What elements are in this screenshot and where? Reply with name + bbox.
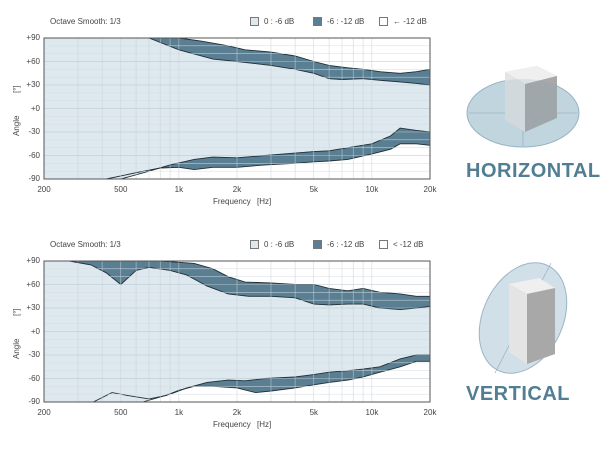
x-tick-label: 1k [174, 408, 184, 417]
x-axis-unit: [Hz] [257, 197, 272, 206]
x-tick-label: 500 [114, 185, 128, 194]
legend-item-band-0-6: 0 : -6 dB [250, 17, 294, 26]
y-tick-label: +0 [30, 326, 40, 336]
legend-swatch [313, 17, 322, 26]
x-tick-label: 5k [309, 408, 319, 417]
contour-line-3 [93, 360, 430, 403]
legend-label: -6 : -12 dB [327, 17, 365, 26]
x-tick-label: 200 [37, 408, 51, 417]
legend-swatch [313, 240, 322, 249]
y-tick-label: -30 [28, 127, 40, 136]
vertical-directivity-plot [43, 260, 431, 403]
y-tick-label: +90 [26, 256, 40, 265]
y-tick-label: -60 [28, 150, 40, 160]
y-tick-label: -90 [28, 174, 40, 183]
x-tick-label: 2k [232, 408, 242, 417]
legend-label: 0 : -6 dB [264, 17, 295, 26]
octave-smooth-label: Octave Smooth: 1/3 [50, 240, 121, 249]
y-tick-label: -60 [28, 373, 40, 383]
x-axis-unit: [Hz] [257, 420, 272, 429]
speaker-horizontal-dispersion-icon [466, 66, 580, 148]
x-tick-label: 10k [365, 408, 379, 417]
contour-line-0 [69, 260, 431, 311]
horizontal-chart-panel: Octave Smooth: 1/3 0 : -6 dB -6 : -12 dB… [0, 17, 440, 229]
legend-swatch [379, 17, 388, 26]
x-tick-label: 5k [309, 185, 319, 194]
x-tick-label: 10k [365, 185, 379, 194]
x-tick-label: 20k [423, 408, 437, 417]
x-tick-label: 1k [174, 185, 184, 194]
y-tick-label: -30 [28, 350, 40, 359]
y-tick-label: +30 [26, 80, 40, 89]
plot-frame [43, 37, 431, 180]
contour-line-0 [148, 37, 431, 86]
legend-item-band-0-6: 0 : -6 dB [250, 240, 294, 249]
x-tick-label: 200 [37, 185, 51, 194]
x-axis-label: Frequency [213, 197, 251, 206]
legend-label: 0 : -6 dB [264, 240, 295, 249]
y-tick-label: +0 [30, 103, 40, 113]
legend-item-below-12: ← -12 dB [379, 17, 427, 26]
legend-swatch [250, 17, 259, 26]
legend-item-band-6-12: -6 : -12 dB [313, 17, 364, 26]
legend-label: < -12 dB [393, 240, 424, 249]
horizontal-title: HORIZONTAL [466, 160, 600, 182]
vertical-chart-panel: Octave Smooth: 1/3 0 : -6 dB -6 : -12 dB… [0, 240, 440, 452]
horizontal-directivity-plot [43, 37, 431, 180]
x-axis-label: Frequency [213, 420, 251, 429]
speaker-vertical-dispersion-icon [478, 262, 568, 374]
legend-item-below-12: < -12 dB [379, 240, 423, 249]
legend-label: -6 : -12 dB [327, 240, 365, 249]
legend-item-band-6-12: -6 : -12 dB [313, 240, 364, 249]
y-tick-label: +90 [26, 33, 40, 42]
vertical-title: VERTICAL [466, 383, 570, 405]
plot-frame [43, 260, 431, 403]
y-tick-label: +60 [26, 56, 40, 66]
y-tick-label: +60 [26, 279, 40, 289]
octave-smooth-label: Octave Smooth: 1/3 [50, 17, 121, 26]
x-tick-label: 20k [423, 185, 437, 194]
y-tick-label: +30 [26, 303, 40, 312]
x-tick-label: 500 [114, 408, 128, 417]
y-tick-label: -90 [28, 397, 40, 406]
legend-swatch [379, 240, 388, 249]
x-tick-label: 2k [232, 185, 242, 194]
legend-swatch [250, 240, 259, 249]
legend-label: ← -12 dB [393, 17, 427, 26]
